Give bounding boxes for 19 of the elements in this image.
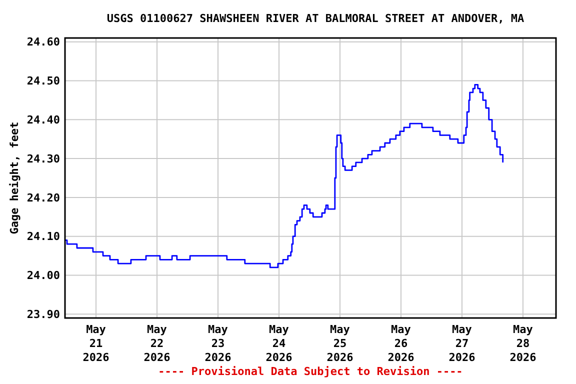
x-tick-label: May 28 2026 xyxy=(510,323,537,364)
y-tick-label: 24.60 xyxy=(26,36,60,49)
y-tick-label: 24.10 xyxy=(26,230,60,244)
chart-title: USGS 01100627 SHAWSHEEN RIVER AT BALMORAL STREET AT ANDOVER, MA xyxy=(106,12,524,25)
x-tick-label: May 26 2026 xyxy=(388,323,415,364)
x-tick-label: May 23 2026 xyxy=(204,323,232,364)
x-tick-label: May 27 2026 xyxy=(448,323,476,364)
y-tick-label: 24.50 xyxy=(26,74,60,88)
x-tick-label: May 22 2026 xyxy=(144,323,171,364)
y-tick-label: 24.20 xyxy=(26,191,60,204)
y-tick-label: 24.00 xyxy=(26,269,60,282)
y-axis-title: Gage height, feet xyxy=(8,122,21,234)
x-tick-label: May 25 2026 xyxy=(326,323,354,364)
y-tick-label: 23.90 xyxy=(26,308,60,321)
y-tick-label: 24.40 xyxy=(26,114,60,127)
x-tick-label: May 21 2026 xyxy=(82,323,110,364)
x-tick-label: May 24 2026 xyxy=(266,323,293,364)
text: ---- Provisional Data Subject to Revision ---- xyxy=(158,365,463,378)
y-tick-label: 24.30 xyxy=(26,152,60,166)
